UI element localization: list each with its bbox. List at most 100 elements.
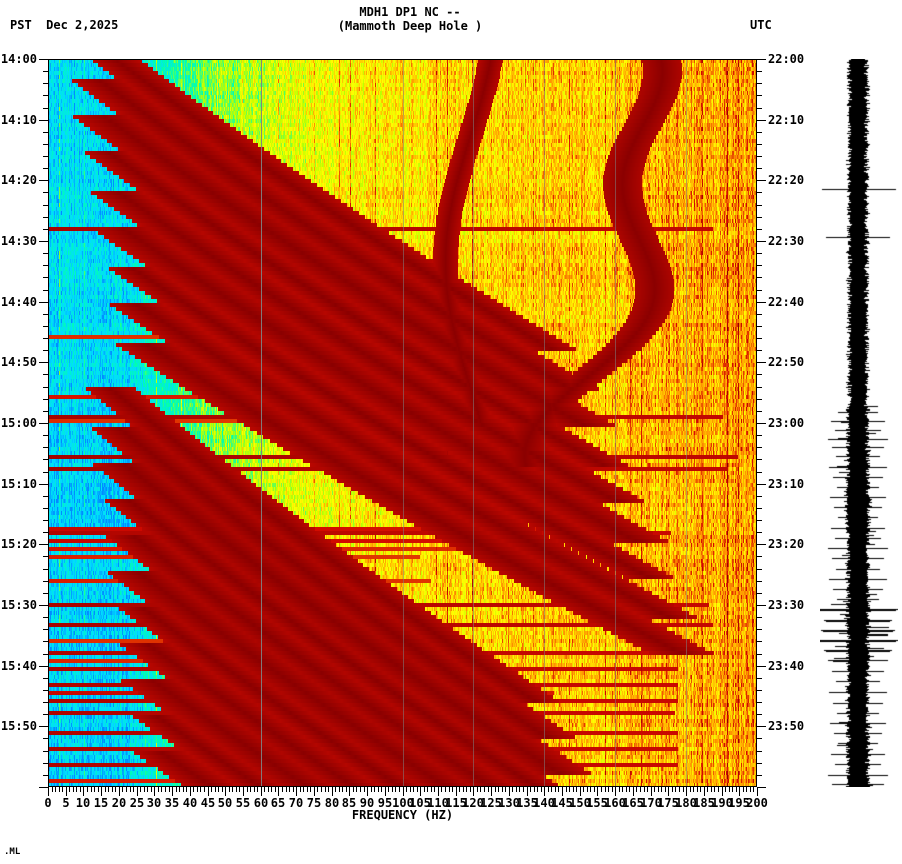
freq-axis-minor-tick — [424, 787, 425, 792]
waveform-canvas[interactable] — [820, 59, 898, 787]
spectrogram-canvas[interactable] — [48, 59, 757, 787]
right-axis-time-label: 23:50 — [768, 719, 805, 733]
right-axis-minor-tick — [757, 229, 762, 230]
left-axis-minor-tick — [43, 629, 48, 630]
freq-axis-major-tick — [385, 787, 386, 796]
right-axis-minor-tick — [757, 326, 762, 327]
left-axis-major-tick — [39, 59, 48, 60]
left-axis-time-label: 14:50 — [0, 355, 37, 369]
freq-axis-minor-tick — [140, 787, 141, 792]
left-axis-time-label: 14:20 — [0, 173, 37, 187]
freq-axis-minor-tick — [94, 787, 95, 792]
freq-axis-major-tick — [243, 787, 244, 796]
freq-axis-minor-tick — [112, 787, 113, 792]
right-axis-minor-tick — [757, 132, 762, 133]
right-axis-minor-tick — [757, 387, 762, 388]
freq-axis-minor-tick — [672, 787, 673, 792]
left-axis-time-label: 14:10 — [0, 113, 37, 127]
freq-axis-minor-tick — [186, 787, 187, 792]
left-axis-major-tick — [39, 302, 48, 303]
freq-axis-label: 55 — [235, 796, 251, 810]
freq-axis-minor-tick — [147, 787, 148, 792]
freq-axis-major-tick — [403, 787, 404, 796]
freq-axis-minor-tick — [381, 787, 382, 792]
freq-axis-label: 20 — [111, 796, 127, 810]
freq-axis-minor-tick — [427, 787, 428, 792]
right-axis-minor-tick — [757, 520, 762, 521]
right-axis-time-label: 22:00 — [768, 52, 805, 66]
freq-axis-major-tick — [739, 787, 740, 796]
left-axis-minor-tick — [43, 520, 48, 521]
freq-axis-minor-tick — [647, 787, 648, 792]
left-axis-minor-tick — [43, 144, 48, 145]
waveform-trace-panel[interactable] — [820, 59, 898, 787]
right-axis-minor-tick — [757, 205, 762, 206]
freq-axis-label: 5 — [62, 796, 70, 810]
right-axis-major-tick — [757, 241, 766, 242]
spectrogram-plot[interactable] — [48, 59, 757, 787]
freq-axis-minor-tick — [108, 787, 109, 792]
right-axis-minor-tick — [757, 714, 762, 715]
freq-axis-minor-tick — [169, 787, 170, 792]
freq-axis-minor-tick — [718, 787, 719, 792]
freq-axis-minor-tick — [360, 787, 361, 792]
freq-axis-minor-tick — [697, 787, 698, 792]
freq-axis-major-tick — [296, 787, 297, 796]
left-axis-time-label: 14:40 — [0, 295, 37, 309]
freq-axis-minor-tick — [477, 787, 478, 792]
freq-axis-major-tick — [456, 787, 457, 796]
freq-axis-minor-tick — [229, 787, 230, 792]
right-axis-major-tick — [757, 726, 766, 727]
freq-axis-minor-tick — [601, 787, 602, 792]
freq-axis-minor-tick — [158, 787, 159, 792]
freq-axis-label: 0 — [44, 796, 52, 810]
freq-axis-major-tick — [101, 787, 102, 796]
freq-axis-minor-tick — [176, 787, 177, 792]
freq-axis-minor-tick — [661, 787, 662, 792]
right-axis-time-label: 22:20 — [768, 173, 805, 187]
left-axis-minor-tick — [43, 290, 48, 291]
freq-axis-minor-tick — [218, 787, 219, 792]
freq-axis-minor-tick — [328, 787, 329, 792]
freq-axis-minor-tick — [555, 787, 556, 792]
freq-axis-minor-tick — [364, 787, 365, 792]
left-axis-minor-tick — [43, 411, 48, 412]
freq-axis-minor-tick — [374, 787, 375, 792]
left-axis-major-tick — [39, 726, 48, 727]
left-axis-time-label: 14:30 — [0, 234, 37, 248]
freq-axis-major-tick — [438, 787, 439, 796]
right-axis-minor-tick — [757, 472, 762, 473]
right-axis-minor-tick — [757, 763, 762, 764]
freq-axis-minor-tick — [431, 787, 432, 792]
left-axis-minor-tick — [43, 253, 48, 254]
left-axis-minor-tick — [43, 229, 48, 230]
freq-axis-minor-tick — [700, 787, 701, 792]
freq-axis-label: 180 — [675, 796, 697, 810]
right-axis-major-tick — [757, 59, 766, 60]
left-axis-minor-tick — [43, 459, 48, 460]
left-axis-time-label: 15:20 — [0, 537, 37, 551]
freq-axis-major-tick — [48, 787, 49, 796]
left-axis-minor-tick — [43, 556, 48, 557]
freq-axis-minor-tick — [80, 787, 81, 792]
freq-axis-minor-tick — [232, 787, 233, 792]
freq-axis-minor-tick — [161, 787, 162, 792]
right-axis-major-tick — [757, 544, 766, 545]
freq-axis-minor-tick — [388, 787, 389, 792]
right-axis-major-tick — [757, 484, 766, 485]
left-axis-major-tick — [39, 666, 48, 667]
freq-axis-major-tick — [154, 787, 155, 796]
freq-axis-minor-tick — [250, 787, 251, 792]
freq-axis-minor-tick — [293, 787, 294, 792]
right-axis-minor-tick — [757, 277, 762, 278]
left-axis-minor-tick — [43, 763, 48, 764]
freq-axis-major-tick — [225, 787, 226, 796]
freq-axis-minor-tick — [498, 787, 499, 792]
freq-axis-major-tick — [83, 787, 84, 796]
freq-axis-major-tick — [651, 787, 652, 796]
left-axis-minor-tick — [43, 435, 48, 436]
freq-axis-label: 15 — [93, 796, 109, 810]
right-axis-time-label: 22:30 — [768, 234, 805, 248]
freq-axis-label: 110 — [427, 796, 449, 810]
freq-axis-minor-tick — [151, 787, 152, 792]
